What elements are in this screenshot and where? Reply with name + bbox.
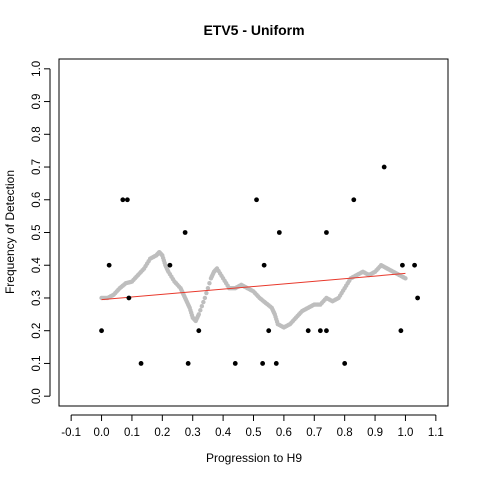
x-tick-label: 0.1	[124, 427, 140, 439]
observed-point	[342, 361, 348, 366]
y-tick-label: 1.0	[31, 61, 43, 77]
observed-point	[412, 262, 417, 268]
y-tick-label: 0.4	[31, 257, 43, 274]
observed-point	[99, 328, 104, 334]
x-tick-label: 0.8	[337, 427, 353, 439]
observed-point	[398, 328, 404, 334]
observed-point	[381, 164, 387, 170]
trend-line	[101, 272, 406, 301]
smoothed-point	[199, 303, 205, 309]
y-axis-label: Frequency of Detection	[3, 170, 17, 294]
observed-point	[232, 361, 238, 366]
y-tick-label: 0.9	[31, 94, 43, 110]
data-marks	[99, 164, 421, 366]
observed-point	[167, 262, 173, 268]
x-tick-label: 0.6	[276, 427, 292, 439]
y-tick-label: 0.1	[31, 355, 43, 371]
y-tick-label: 0.7	[31, 159, 43, 175]
smoothed-point	[205, 285, 211, 291]
observed-point	[120, 197, 126, 203]
observed-point	[305, 328, 311, 334]
smoothed-point	[403, 276, 408, 281]
smoothed-point	[198, 308, 203, 313]
y-tick-label: 0.3	[31, 290, 43, 306]
y-axis: 0.0 0.1 0.2 0.3 0.4 0.5 0.6 0.7 0.8 0.9 1.0	[31, 61, 51, 404]
observed-point	[317, 328, 323, 334]
x-axis: -0.1 0.0 0.1 0.2 0.3 0.4 0.5 0.6 0.7 0.8 0.9 1.0 1.1	[61, 414, 444, 439]
observed-point	[273, 361, 279, 366]
observed-point	[182, 230, 188, 235]
y-tick-label: 0.2	[31, 323, 43, 339]
smoothed-point	[202, 295, 208, 301]
observed-point	[261, 262, 267, 268]
observed-point	[260, 361, 266, 366]
y-tick-label: 0.6	[31, 192, 43, 208]
observed-point	[185, 361, 191, 366]
observed-point	[400, 262, 405, 268]
x-tick-label: 0.0	[94, 427, 110, 439]
x-tick-label: 1.1	[428, 427, 444, 439]
x-tick-label: 0.9	[367, 427, 383, 439]
observed-point	[106, 262, 112, 268]
x-tick-label: -0.1	[61, 427, 81, 439]
x-tick-label: 0.4	[215, 427, 232, 439]
smoothed-point	[201, 299, 206, 305]
plot-frame	[58, 58, 449, 407]
x-tick-label: 0.3	[185, 427, 201, 439]
observed-point	[324, 328, 329, 334]
observed-point	[254, 197, 259, 203]
chart-title: ETV5 - Uniform	[203, 22, 304, 38]
smoothed-point	[196, 312, 201, 317]
x-tick-label: 0.2	[154, 427, 170, 439]
y-tick-label: 0.0	[31, 388, 43, 404]
x-tick-label: 0.7	[306, 427, 322, 439]
observed-point	[138, 361, 144, 366]
y-tick-label: 0.5	[31, 225, 43, 241]
observed-point	[126, 295, 132, 301]
observed-point	[276, 230, 282, 235]
x-tick-label: 0.5	[246, 427, 262, 439]
observed-point	[124, 197, 130, 203]
smoothed-point	[207, 281, 212, 286]
x-tick-label: 1.0	[397, 427, 413, 439]
observed-point	[324, 230, 329, 235]
observed-point	[415, 295, 421, 301]
observed-point	[351, 197, 357, 203]
y-tick-label: 0.8	[31, 126, 43, 142]
observed-point	[266, 328, 272, 334]
x-axis-label: Progression to H9	[206, 451, 302, 465]
smoothed-point	[204, 290, 209, 296]
observed-point	[196, 328, 202, 334]
